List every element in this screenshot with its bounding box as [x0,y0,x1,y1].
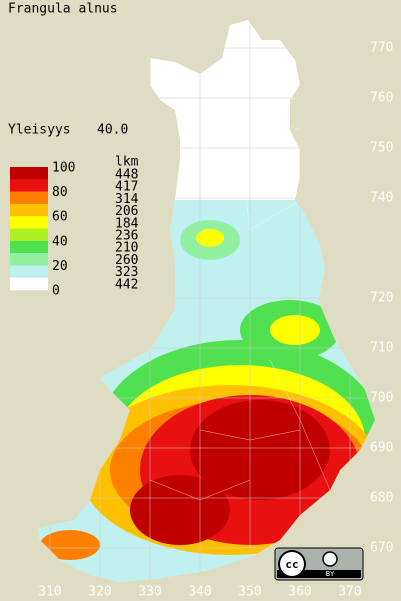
legend-count: 184 [115,216,139,231]
legend-swatch [10,228,48,242]
y-tick-label: 690 [370,441,393,456]
x-tick-label: 310 [38,585,61,600]
x-tick-label: 320 [88,585,111,600]
x-tick-label: 360 [288,585,311,600]
cc-badge: cc BY [274,547,364,581]
legend-count: 260 [115,253,138,268]
legend-swatch [10,265,48,278]
legend-scale-label: 40 [52,234,68,249]
x-tick-label: 330 [138,585,161,600]
legend-scale-label: 0 [52,284,60,299]
legend-swatch [10,179,48,192]
index-label: Yleisyys [8,123,71,138]
legend-swatch [10,203,48,217]
y-tick-label: 740 [370,191,393,206]
x-tick-label: 340 [188,585,211,600]
x-tick-label: 370 [338,585,361,600]
x-tick-label: 350 [238,585,261,600]
legend-scale-label: 20 [52,259,68,274]
legend-swatch [10,277,48,291]
by-text: BY [326,570,335,578]
y-tick-label: 760 [370,91,393,106]
legend-count: 206 [115,204,138,219]
legend-scale-label: 100 [52,161,75,176]
y-tick-label: 670 [370,541,393,556]
legend-count: 210 [115,241,138,256]
y-tick-label: 700 [370,391,393,406]
legend-count: 236 [115,229,138,244]
legend-count: 417 [115,180,138,195]
y-tick-label: 710 [370,341,393,356]
legend-header: lkm [115,155,139,170]
legend-swatch [10,253,48,266]
y-tick-label: 750 [370,141,393,156]
legend-count: 442 [115,277,138,292]
legend-swatch [10,167,48,180]
index-value: 40.0 [97,123,128,138]
legend-count: 448 [115,168,138,183]
y-tick-label: 770 [370,41,393,56]
legend-scale-label: 80 [52,185,68,200]
legend-count: 323 [115,265,138,280]
legend-swatch [10,240,48,254]
heat-layer [38,200,375,582]
y-tick-label: 680 [370,491,393,506]
title: Frangula alnus [8,2,118,17]
legend-count: 314 [115,192,139,207]
legend-swatch [10,191,48,205]
y-tick-label: 720 [370,291,393,306]
cc-text: cc [285,558,298,571]
legend-swatch [10,216,48,229]
legend-scale-label: 60 [52,210,68,225]
